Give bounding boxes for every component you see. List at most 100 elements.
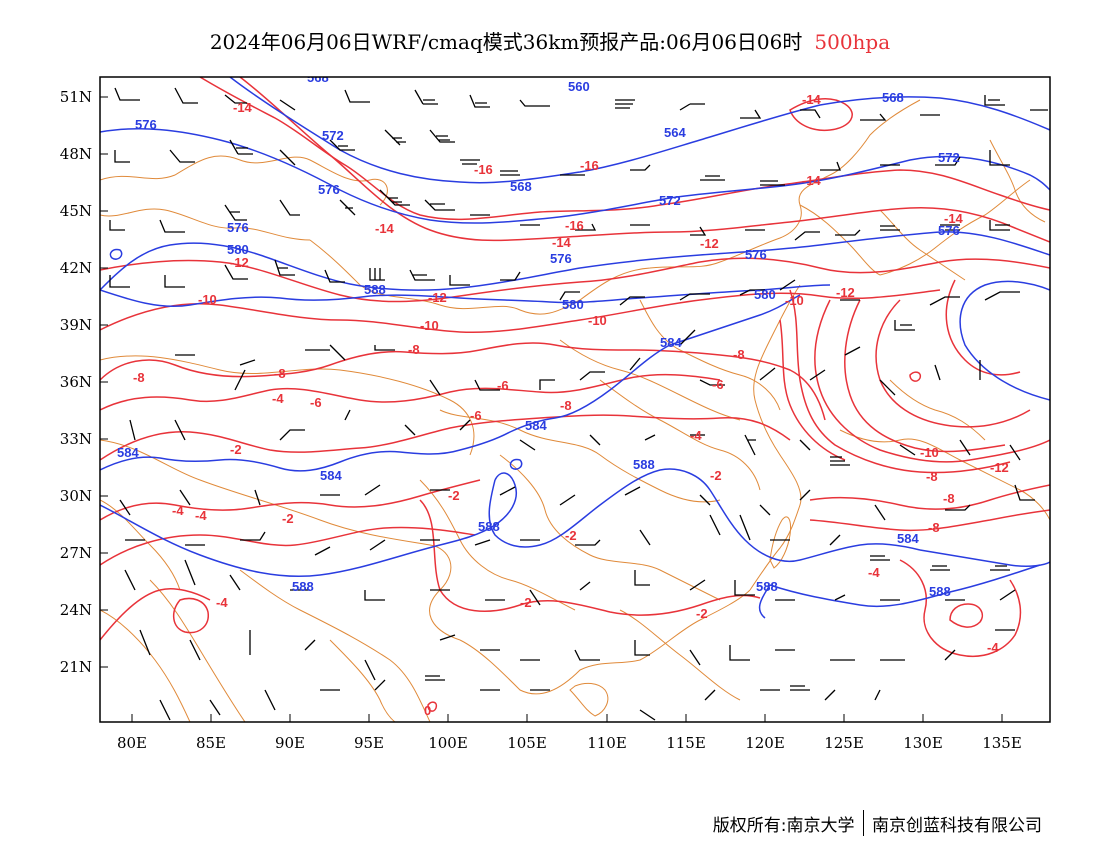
temp-label: -4 [868, 565, 880, 580]
height-label: 584 [320, 468, 342, 483]
footer-divider [862, 810, 864, 836]
temp-label: -6 [712, 377, 724, 392]
height-label: 588 [929, 584, 951, 599]
map-title: 2024年06月06日WRF/cmaq模式36km预报产品:06月06日06时 5… [0, 26, 1100, 55]
temp-label: -4 [272, 391, 284, 406]
temp-label: -8 [560, 398, 572, 413]
temp-label: -4 [172, 503, 184, 518]
temp-label: -2 [282, 511, 294, 526]
height-label: 584 [117, 445, 139, 460]
y-tick-label: 24N [60, 601, 92, 619]
temp-label: -10 [588, 313, 607, 328]
temp-label: -14 [375, 221, 395, 236]
height-label: 568 [307, 70, 329, 85]
temp-label: -8 [133, 370, 145, 385]
temp-label: -12 [990, 460, 1009, 475]
temp-label: -12 [428, 290, 447, 305]
height-label: 584 [660, 335, 682, 350]
y-tick-label: 42N [60, 259, 92, 277]
height-label: 572 [938, 150, 960, 165]
height-label: 588 [633, 457, 655, 472]
temp-label: -4 [195, 508, 207, 523]
height-label: 580 [562, 297, 584, 312]
height-label: 564 [664, 125, 686, 140]
x-tick-label: 110E [587, 734, 627, 752]
temp-label: -14 [552, 235, 572, 250]
company-name: 南京创蓝科技有限公司 [872, 815, 1042, 836]
height-label: 588 [478, 519, 500, 534]
temp-label: -2 [230, 442, 242, 457]
temp-label: -10 [198, 292, 217, 307]
temp-label: -12 [700, 236, 719, 251]
y-axis-labels: 51N 48N 45N 42N 39N 36N 33N 30N 27N 24N … [60, 88, 92, 676]
temp-label: -8 [943, 491, 955, 506]
temp-label: -14 [233, 100, 253, 115]
height-label: 580 [754, 287, 776, 302]
height-label: 576 [550, 251, 572, 266]
y-tick-label: 51N [60, 88, 92, 106]
temp-label: -16 [565, 218, 584, 233]
height-label: 588 [292, 579, 314, 594]
temp-label: -2 [448, 488, 460, 503]
temp-label: -10 [920, 445, 939, 460]
height-label: 588 [364, 282, 386, 297]
x-axis-labels: 80E 85E 90E 95E 100E 105E 110E 115E 120E… [117, 734, 1022, 752]
y-tick-label: 48N [60, 145, 92, 163]
copyright-owner: 版权所有:南京大学 [712, 815, 855, 836]
plot-background [100, 77, 1050, 722]
temp-label: -4 [690, 428, 702, 443]
height-label: 576 [938, 223, 960, 238]
temp-label: -12 [836, 285, 855, 300]
plot-frame [99, 76, 1051, 723]
temp-label: -8 [274, 366, 286, 381]
height-label: 584 [525, 418, 547, 433]
temp-label: -6 [497, 378, 509, 393]
temp-label: -4 [987, 640, 999, 655]
x-tick-label: 100E [428, 734, 468, 752]
copyright-footer: 版权所有:南京大学 南京创蓝科技有限公司 [713, 810, 1042, 836]
temp-label: -2 [710, 468, 722, 483]
y-tick-label: 27N [60, 544, 92, 562]
temp-label: -2 [696, 606, 708, 621]
temperature-labels: -14 -14 -14 -14 -14 -14 -16 -16 -16 -12 … [133, 92, 1009, 718]
y-tick-label: 33N [60, 430, 92, 448]
x-tick-label: 120E [745, 734, 785, 752]
temp-label: -4 [216, 595, 228, 610]
y-tick-label: 36N [60, 373, 92, 391]
temp-label: -14 [944, 211, 964, 226]
temp-label: -8 [408, 342, 420, 357]
height-label: 572 [322, 128, 344, 143]
temp-label: -14 [802, 92, 822, 107]
y-tick-label: 30N [60, 487, 92, 505]
height-label: 560 [568, 79, 590, 94]
x-tick-label: 115E [666, 734, 706, 752]
temp-label: -16 [474, 162, 493, 177]
x-tick-label: 90E [275, 734, 305, 752]
x-tick-label: 105E [507, 734, 547, 752]
height-label: 576 [135, 117, 157, 132]
temp-label: -8 [733, 347, 745, 362]
x-tick-label: 85E [196, 734, 226, 752]
temp-label: 0 [424, 703, 431, 718]
x-tick-label: 95E [354, 734, 384, 752]
height-label: 572 [659, 193, 681, 208]
temp-label: -6 [470, 408, 482, 423]
x-tick-label: 135E [982, 734, 1022, 752]
y-axis [100, 96, 108, 668]
temp-label: -14 [802, 173, 822, 188]
temperature-contours [100, 77, 1050, 712]
geopotential-contours [100, 77, 1050, 619]
temp-label: -2 [520, 595, 532, 610]
wind-barbs [109, 87, 1048, 721]
height-label: 576 [318, 182, 340, 197]
y-tick-label: 39N [60, 316, 92, 334]
title-text: 2024年06月06日WRF/cmaq模式36km预报产品:06月06日06时 [209, 30, 803, 54]
height-label: 584 [897, 531, 919, 546]
temp-label: -8 [928, 520, 940, 535]
temp-label: -10 [420, 318, 439, 333]
temp-label: -2 [565, 528, 577, 543]
geopotential-labels: 568 560 568 576 572 564 572 576 568 572 … [117, 70, 960, 599]
temp-label: -8 [926, 469, 938, 484]
temp-label: -10 [785, 293, 804, 308]
